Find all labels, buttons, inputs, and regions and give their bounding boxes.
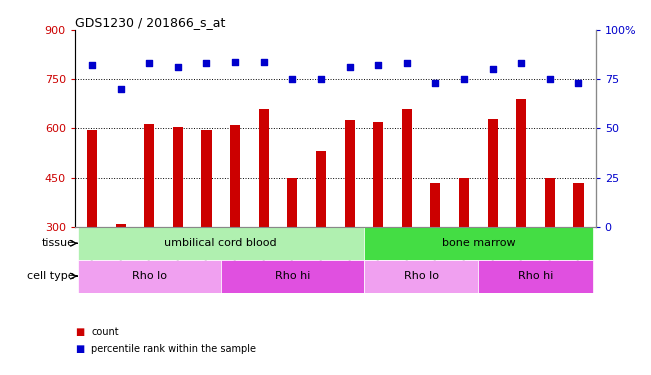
Text: Rho hi: Rho hi (275, 271, 310, 281)
Text: ■: ■ (75, 327, 84, 337)
Text: Rho hi: Rho hi (518, 271, 553, 281)
Point (402, 60, 412, 66)
Point (173, 64, 183, 70)
Text: tissue: tissue (41, 238, 74, 248)
Point (144, 60, 154, 66)
Text: cell type: cell type (27, 271, 74, 281)
Point (459, 76, 469, 82)
Text: GDS1230 / 201866_s_at: GDS1230 / 201866_s_at (75, 16, 225, 29)
Text: bone marrow: bone marrow (441, 238, 515, 248)
Point (258, 58, 269, 64)
Text: umbilical cord blood: umbilical cord blood (165, 238, 277, 248)
Bar (287, 178, 298, 227)
Bar (516, 99, 526, 227)
Bar (402, 109, 412, 227)
Bar (364, 227, 593, 260)
Bar (488, 118, 497, 227)
Bar (344, 120, 355, 227)
Bar (145, 123, 154, 227)
Bar (316, 152, 326, 227)
Bar (478, 260, 593, 292)
Bar (373, 122, 383, 227)
Point (488, 66, 498, 72)
Point (344, 64, 355, 70)
Point (545, 76, 555, 82)
Bar (173, 127, 183, 227)
Bar (87, 130, 97, 227)
Text: Rho lo: Rho lo (404, 271, 439, 281)
Point (230, 58, 240, 64)
Text: percentile rank within the sample: percentile rank within the sample (91, 344, 256, 354)
Bar (116, 224, 126, 227)
Bar (430, 183, 441, 227)
Text: count: count (91, 327, 118, 337)
Bar (545, 178, 555, 227)
Text: ■: ■ (75, 344, 84, 354)
Bar (202, 130, 212, 227)
Point (373, 62, 383, 68)
Point (287, 76, 298, 82)
Bar (221, 260, 364, 292)
Bar (459, 178, 469, 227)
Bar (230, 125, 240, 227)
Bar (258, 109, 269, 227)
Bar (77, 227, 364, 260)
Point (316, 76, 326, 82)
Bar (77, 260, 221, 292)
Point (516, 60, 527, 66)
Point (430, 80, 441, 86)
Point (115, 86, 126, 92)
Bar (364, 260, 478, 292)
Point (574, 80, 584, 86)
Point (87, 62, 97, 68)
Point (201, 60, 212, 66)
Bar (574, 183, 583, 227)
Text: Rho lo: Rho lo (132, 271, 167, 281)
